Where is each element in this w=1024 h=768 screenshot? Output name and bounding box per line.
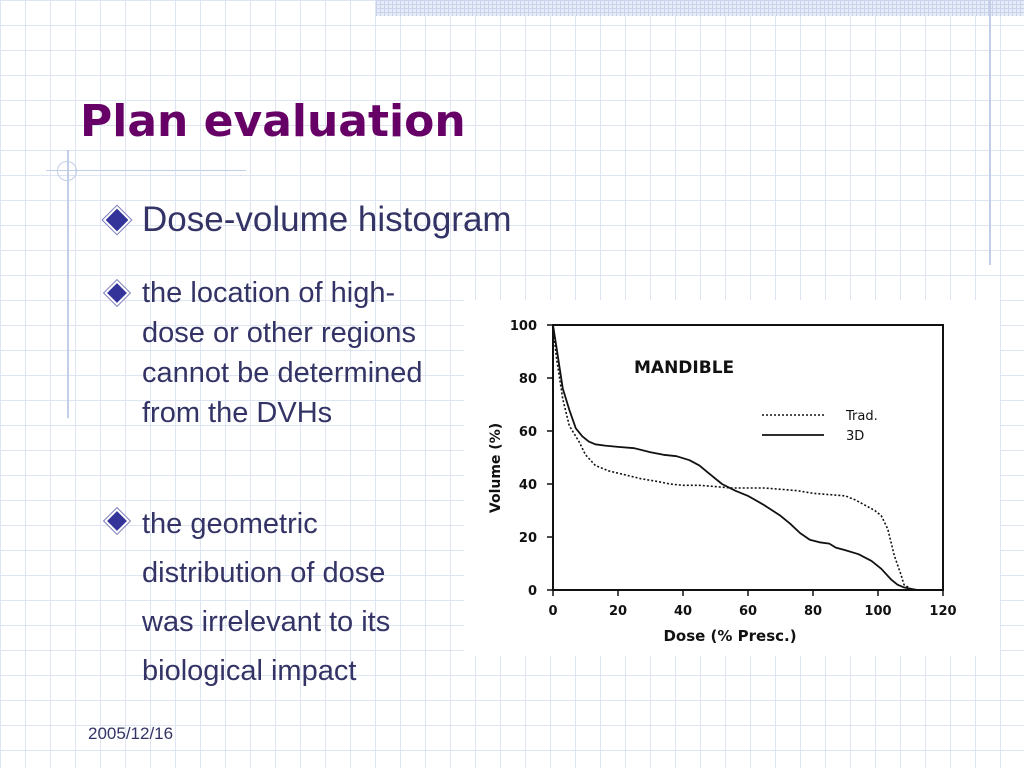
chart-legend: Trad. 3D [762, 409, 878, 444]
sub-bullet-text: the geometric distribution of dose was i… [142, 508, 391, 687]
x-tick-labels: 0 20 40 60 80 100 120 [548, 590, 957, 619]
y-tick-label: 40 [519, 478, 537, 493]
x-tick-label: 80 [804, 604, 822, 619]
x-tick-label: 60 [739, 604, 757, 619]
slide-title: Plan evaluation [80, 96, 466, 147]
x-axis-label: Dose (% Presc.) [663, 627, 796, 645]
dvh-chart: 0 20 40 60 80 100 0 20 40 60 80 100 120 MANDIBLE Tr… [464, 300, 1000, 656]
title-decor-rule [46, 170, 246, 171]
footer-date: 2005/12/16 [88, 724, 174, 743]
y-tick-label: 100 [510, 319, 537, 334]
x-tick-label: 20 [609, 604, 627, 619]
dvh-chart-svg: 0 20 40 60 80 100 0 20 40 60 80 100 120 MANDIBLE Tr… [488, 319, 957, 645]
legend-label-trad: Trad. [845, 409, 878, 424]
left-decor-rule [67, 150, 69, 418]
x-tick-label: 100 [864, 604, 891, 619]
series-line-trad [552, 324, 943, 591]
sub-bullet-geometric: the geometric distribution of dose was i… [104, 500, 444, 696]
y-tick-label: 60 [519, 425, 537, 440]
right-decor-rule [989, 0, 991, 265]
x-tick-label: 120 [929, 604, 956, 619]
top-decor-band [376, 0, 1024, 16]
y-tick-label: 20 [519, 531, 537, 546]
decor-ring [57, 161, 77, 181]
series-layer [552, 324, 943, 591]
y-axis-label: Volume (%) [488, 423, 504, 513]
legend-label-3d: 3D [846, 429, 864, 444]
y-tick-label: 80 [519, 372, 537, 387]
y-tick-labels: 0 20 40 60 80 100 [510, 319, 553, 599]
y-tick-label: 0 [528, 584, 537, 599]
sub-bullet-location: the location of high-dose or other regio… [104, 273, 454, 433]
x-tick-label: 0 [548, 604, 557, 619]
x-tick-label: 40 [674, 604, 692, 619]
plot-frame [552, 324, 944, 591]
bullet-text: Dose-volume histogram [142, 200, 512, 239]
series-line-3d [552, 324, 943, 591]
bullet-dose-volume-histogram: Dose-volume histogram [102, 200, 512, 240]
chart-title: MANDIBLE [634, 358, 734, 378]
sub-bullet-text: the location of high-dose or other regio… [142, 277, 423, 429]
